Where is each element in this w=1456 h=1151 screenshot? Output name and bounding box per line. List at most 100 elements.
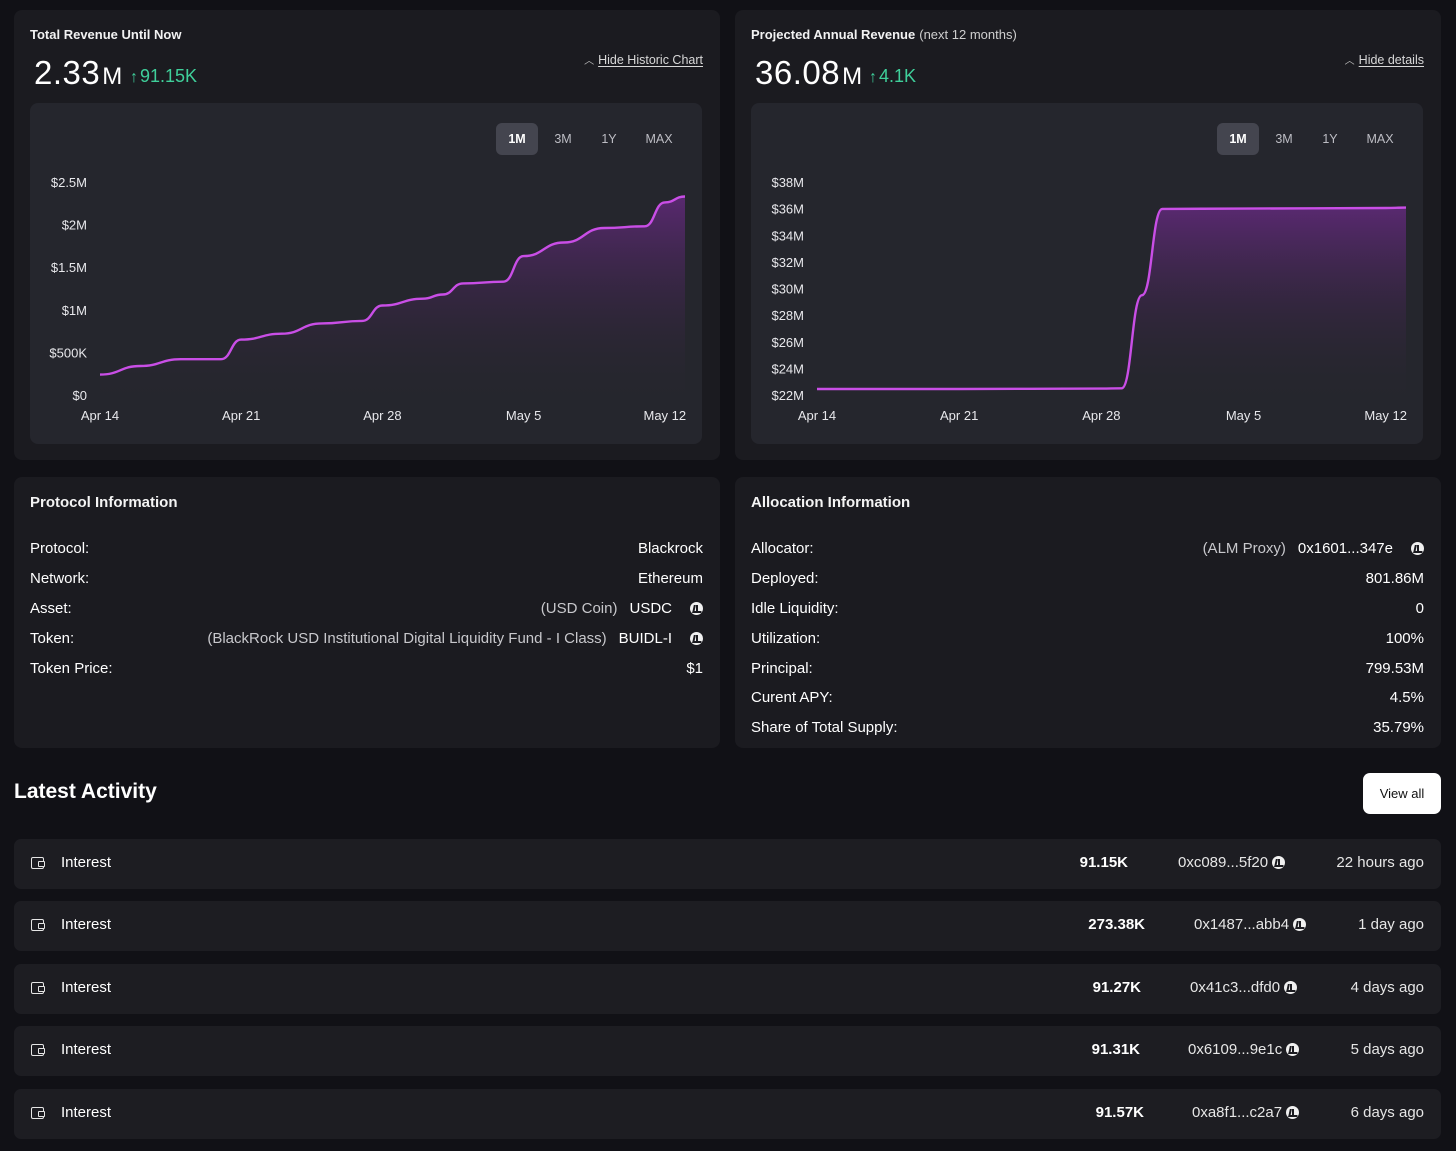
activity-time: 22 hours ago <box>1336 854 1424 871</box>
projected-value: 36.08M <box>755 54 863 91</box>
activity-row[interactable]: Interest 91.15K 0xc089...5f20 22 hours ago <box>14 839 1441 889</box>
range-tab-1m[interactable]: 1M <box>496 123 538 155</box>
revenue-value: 2.33M <box>34 54 123 91</box>
info-label: Token Price: <box>30 659 113 677</box>
info-label: Share of Total Supply: <box>751 719 898 737</box>
range-tab-max[interactable]: MAX <box>645 132 673 146</box>
activity-hash[interactable]: 0xa8f1...c2a7 <box>1192 1104 1300 1121</box>
protocol-info-row: Token: (BlackRock USD Institutional Digit… <box>30 623 703 653</box>
range-tab-3m[interactable]: 3M <box>554 132 572 146</box>
activity-hash[interactable]: 0x41c3...dfd0 <box>1190 979 1298 996</box>
info-value-group: 100% <box>1386 630 1424 647</box>
y-tick-label: $0 <box>73 388 87 403</box>
info-value-group: (USD Coin) USDC <box>541 600 703 617</box>
activity-type: Interest <box>61 854 112 871</box>
chevron-up-icon: ︿ <box>1344 56 1355 67</box>
projected-range-tabs: 1M 3M 1Y MAX <box>1217 123 1405 155</box>
activity-hash[interactable]: 0x6109...9e1c <box>1188 1041 1300 1058</box>
explorer-icon[interactable] <box>1284 981 1298 994</box>
activity-amount: 91.57K <box>1095 1104 1144 1121</box>
explorer-icon[interactable] <box>1411 542 1424 556</box>
protocol-info-row: Asset: (USD Coin) USDC <box>30 594 703 624</box>
activity-amount: 91.27K <box>1092 979 1141 996</box>
activity-hash[interactable]: 0xc089...5f20 <box>1178 854 1286 871</box>
projected-card-subtitle: (next 12 months) <box>919 27 1017 42</box>
x-tick-label: Apr 21 <box>222 408 260 423</box>
activity-time: 1 day ago <box>1358 916 1424 933</box>
protocol-information-card: Protocol Information Protocol: Blackrock N… <box>14 477 720 748</box>
y-tick-label: $32M <box>771 255 804 270</box>
info-note: (BlackRock USD Institutional Digital Liq… <box>207 629 607 647</box>
info-value: Ethereum <box>637 570 703 588</box>
explorer-icon[interactable] <box>1286 1043 1300 1056</box>
info-label: Curent APY: <box>751 689 833 707</box>
info-value[interactable]: BUIDL-I <box>618 629 672 647</box>
activity-row[interactable]: Interest 91.57K 0xa8f1...c2a7 6 days ago <box>14 1089 1441 1139</box>
activity-type: Interest <box>61 916 112 933</box>
range-tab-3m[interactable]: 3M <box>1275 132 1293 146</box>
x-tick-label: May 5 <box>506 408 541 423</box>
allocation-info-row: Idle Liquidity: 0 <box>751 594 1424 624</box>
range-tab-max[interactable]: MAX <box>1366 132 1394 146</box>
total-revenue-card: Total Revenue Until Now 2.33M ↑ 91.15K ︿ H… <box>14 10 720 460</box>
info-label: Protocol: <box>30 540 90 558</box>
explorer-icon[interactable] <box>1272 856 1286 869</box>
activity-amount: 273.38K <box>1088 916 1145 933</box>
allocation-info-row: Deployed: 801.86M <box>751 564 1424 594</box>
wallet-icon <box>31 919 45 931</box>
projected-card-title: Projected Annual Revenue (next 12 months) <box>751 27 1017 42</box>
view-all-button[interactable]: View all <box>1363 773 1441 814</box>
info-label: Token: <box>30 629 75 647</box>
info-value-group: (ALM Proxy) 0x1601...347e <box>1203 540 1424 557</box>
activity-hash[interactable]: 0x1487...abb4 <box>1194 916 1307 933</box>
x-tick-label: Apr 21 <box>940 408 978 423</box>
y-tick-label: $28M <box>771 308 804 323</box>
hide-historic-chart-link[interactable]: ︿ Hide Historic Chart <box>584 53 703 67</box>
activity-row[interactable]: Interest 91.27K 0x41c3...dfd0 4 days ago <box>14 964 1441 1014</box>
info-value[interactable]: USDC <box>629 599 672 617</box>
y-tick-label: $22M <box>771 388 804 403</box>
info-value: 35.79% <box>1373 719 1424 737</box>
info-value: 4.5% <box>1389 689 1424 707</box>
y-tick-label: $500K <box>49 345 87 360</box>
info-note: (USD Coin) <box>540 599 618 617</box>
info-label: Asset: <box>30 599 72 617</box>
allocation-info-rows: Allocator: (ALM Proxy) 0x1601...347e Deploy… <box>751 534 1424 743</box>
explorer-icon[interactable] <box>690 601 703 615</box>
info-note: (ALM Proxy) <box>1202 540 1286 558</box>
y-tick-label: $36M <box>771 202 804 217</box>
chevron-up-icon: ︿ <box>584 56 595 67</box>
activity-row[interactable]: Interest 273.38K 0x1487...abb4 1 day ago <box>14 901 1441 951</box>
x-tick-label: Apr 28 <box>363 408 401 423</box>
protocol-info-title: Protocol Information <box>30 494 178 511</box>
allocation-info-row: Share of Total Supply: 35.79% <box>751 713 1424 743</box>
y-tick-label: $1.5M <box>51 260 87 275</box>
revenue-range-tabs: 1M 3M 1Y MAX <box>496 123 684 155</box>
range-tab-1y[interactable]: 1Y <box>1322 132 1338 146</box>
explorer-icon[interactable] <box>1286 1106 1300 1119</box>
activity-row[interactable]: Interest 91.31K 0x6109...9e1c 5 days ago <box>14 1026 1441 1076</box>
info-value: 801.86M <box>1365 570 1424 588</box>
info-value: $1 <box>686 659 703 677</box>
protocol-info-row: Token Price: $1 <box>30 653 703 683</box>
info-value: 100% <box>1385 629 1424 647</box>
projected-chart-panel: $22M $24M $26M $28M $30M $32M $34M $36M $38M Apr … <box>751 103 1423 444</box>
info-value[interactable]: 0x1601...347e <box>1297 540 1393 558</box>
y-tick-label: $38M <box>771 175 804 190</box>
info-value-group: Ethereum <box>638 570 703 587</box>
arrow-up-icon: ↑ <box>869 69 877 86</box>
series-line <box>99 195 686 376</box>
range-tab-1y[interactable]: 1Y <box>601 132 617 146</box>
range-tab-1m[interactable]: 1M <box>1217 123 1259 155</box>
projected-delta: ↑ 4.1K <box>869 66 917 86</box>
activity-type: Interest <box>61 1041 112 1058</box>
hide-details-link[interactable]: ︿ Hide details <box>1344 53 1424 67</box>
info-value: Blackrock <box>637 540 703 558</box>
info-value-group: 4.5% <box>1390 689 1424 706</box>
explorer-icon[interactable] <box>1293 918 1307 931</box>
wallet-icon <box>31 857 45 869</box>
allocation-info-row: Curent APY: 4.5% <box>751 683 1424 713</box>
y-tick-label: $30M <box>771 282 804 297</box>
explorer-icon[interactable] <box>690 631 703 645</box>
activity-type: Interest <box>61 1104 112 1121</box>
